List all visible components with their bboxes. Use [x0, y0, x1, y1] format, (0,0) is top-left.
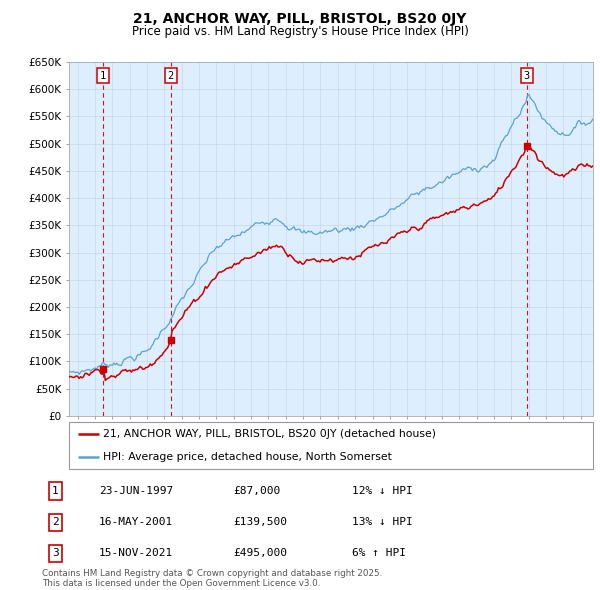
Text: 3: 3: [523, 71, 530, 81]
Text: £495,000: £495,000: [234, 548, 288, 558]
Text: 2: 2: [167, 71, 174, 81]
Text: Price paid vs. HM Land Registry's House Price Index (HPI): Price paid vs. HM Land Registry's House …: [131, 25, 469, 38]
Text: 6% ↑ HPI: 6% ↑ HPI: [353, 548, 407, 558]
Text: Contains HM Land Registry data © Crown copyright and database right 2025.
This d: Contains HM Land Registry data © Crown c…: [42, 569, 382, 588]
Text: 1: 1: [52, 486, 59, 496]
Text: 13% ↓ HPI: 13% ↓ HPI: [353, 517, 413, 527]
FancyBboxPatch shape: [69, 422, 593, 469]
Text: 1: 1: [100, 71, 106, 81]
Text: 3: 3: [52, 548, 59, 558]
Text: 21, ANCHOR WAY, PILL, BRISTOL, BS20 0JY (detached house): 21, ANCHOR WAY, PILL, BRISTOL, BS20 0JY …: [103, 429, 436, 439]
Text: 2: 2: [52, 517, 59, 527]
Text: £139,500: £139,500: [234, 517, 288, 527]
Text: 12% ↓ HPI: 12% ↓ HPI: [353, 486, 413, 496]
Text: HPI: Average price, detached house, North Somerset: HPI: Average price, detached house, Nort…: [103, 452, 392, 462]
Text: 15-NOV-2021: 15-NOV-2021: [98, 548, 173, 558]
Text: 16-MAY-2001: 16-MAY-2001: [98, 517, 173, 527]
Text: 21, ANCHOR WAY, PILL, BRISTOL, BS20 0JY: 21, ANCHOR WAY, PILL, BRISTOL, BS20 0JY: [133, 12, 467, 26]
Text: £87,000: £87,000: [234, 486, 281, 496]
Text: 23-JUN-1997: 23-JUN-1997: [98, 486, 173, 496]
